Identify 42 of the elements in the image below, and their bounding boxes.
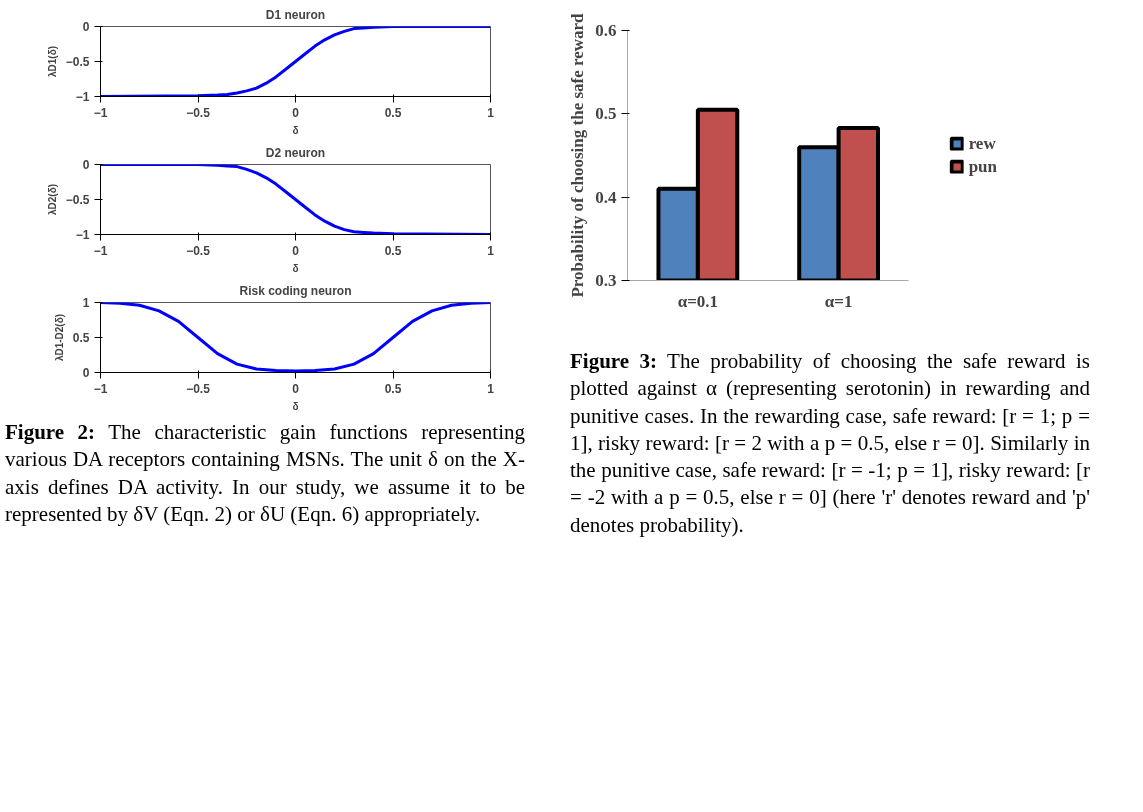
- y-tick-label: −0.5: [65, 55, 90, 69]
- chart-title: D1 neuron: [265, 7, 326, 22]
- x-tick-label: 1: [487, 381, 495, 396]
- x-tick-label: 1: [487, 243, 495, 258]
- y-tick-label: 0.4: [595, 187, 617, 207]
- y-tick-label: 0.3: [595, 271, 617, 290]
- caption: Figure 3: The probability of choosing the safe reward is plotted against α (representing serotonin) in rewarding and punitive cases. In the rewarding case, safe reward: [r = 1; p = 1], risky reward: [r = 2 with a p = 0.5, else r = 0]. Similarly in the punitive case, safe reward: [r = -1; p = 1], risky reward: [r = -2 with a p = 0.5, else r = 0] (here 'r' denotes reward and 'p' denotes probability).: [570, 348, 1090, 539]
- y-axis-title: λD2(δ): [46, 183, 58, 216]
- y-axis-title: λD1-D2(δ): [53, 313, 65, 362]
- x-tick-label: −1: [93, 243, 108, 258]
- x-tick-label: −1: [93, 381, 108, 396]
- y-tick-label: 0: [82, 366, 90, 380]
- x-tick-label: 0.5: [384, 243, 402, 258]
- x-axis-title: δ: [292, 262, 299, 274]
- x-tick-label: 0: [292, 243, 300, 258]
- y-tick-label: 0: [82, 158, 90, 172]
- x-tick-label: 1: [487, 105, 495, 120]
- y-tick-label: −1: [75, 228, 90, 242]
- x-tick-label: α=0.1: [677, 291, 719, 311]
- legend-label: rew: [968, 133, 996, 154]
- y-tick-label: 0.5: [72, 331, 90, 345]
- x-tick-label: −0.5: [186, 105, 211, 120]
- caption: Figure 2: The characteristic gain functions representing various DA receptors containing MSNs. The unit δ on the X-axis defines DA activity. In our study, we assume it to be represented by δV (Eqn. 2) or δU (Eqn. 6) appropriately.: [5, 419, 525, 528]
- y-axis-title: Probability of choosing the safe reward: [568, 12, 588, 298]
- y-tick-label: −1: [75, 90, 90, 104]
- chart-title: Risk coding neuron: [239, 283, 352, 298]
- y-tick-label: 0.6: [595, 21, 617, 40]
- x-tick-label: 0: [292, 381, 300, 396]
- legend-label: pun: [968, 156, 997, 177]
- x-axis-title: δ: [292, 124, 299, 136]
- x-tick-label: 0: [292, 105, 300, 120]
- chart-title: D2 neuron: [265, 145, 326, 160]
- x-tick-label: α=1: [824, 291, 853, 311]
- x-tick-label: 0.5: [384, 381, 402, 396]
- x-tick-label: 0.5: [384, 105, 402, 120]
- x-axis-title: δ: [292, 400, 299, 412]
- y-tick-label: 0: [82, 20, 90, 34]
- x-tick-label: −0.5: [186, 243, 211, 258]
- y-tick-label: −0.5: [65, 193, 90, 207]
- y-axis-title: λD1(δ): [46, 45, 58, 78]
- x-tick-label: −1: [93, 105, 108, 120]
- x-tick-label: −0.5: [186, 381, 211, 396]
